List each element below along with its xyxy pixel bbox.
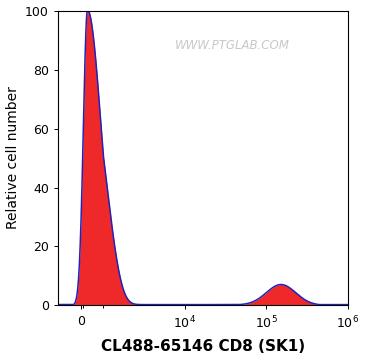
- Y-axis label: Relative cell number: Relative cell number: [5, 87, 20, 229]
- X-axis label: CL488-65146 CD8 (SK1): CL488-65146 CD8 (SK1): [101, 339, 305, 355]
- Text: WWW.PTGLAB.COM: WWW.PTGLAB.COM: [174, 40, 289, 53]
